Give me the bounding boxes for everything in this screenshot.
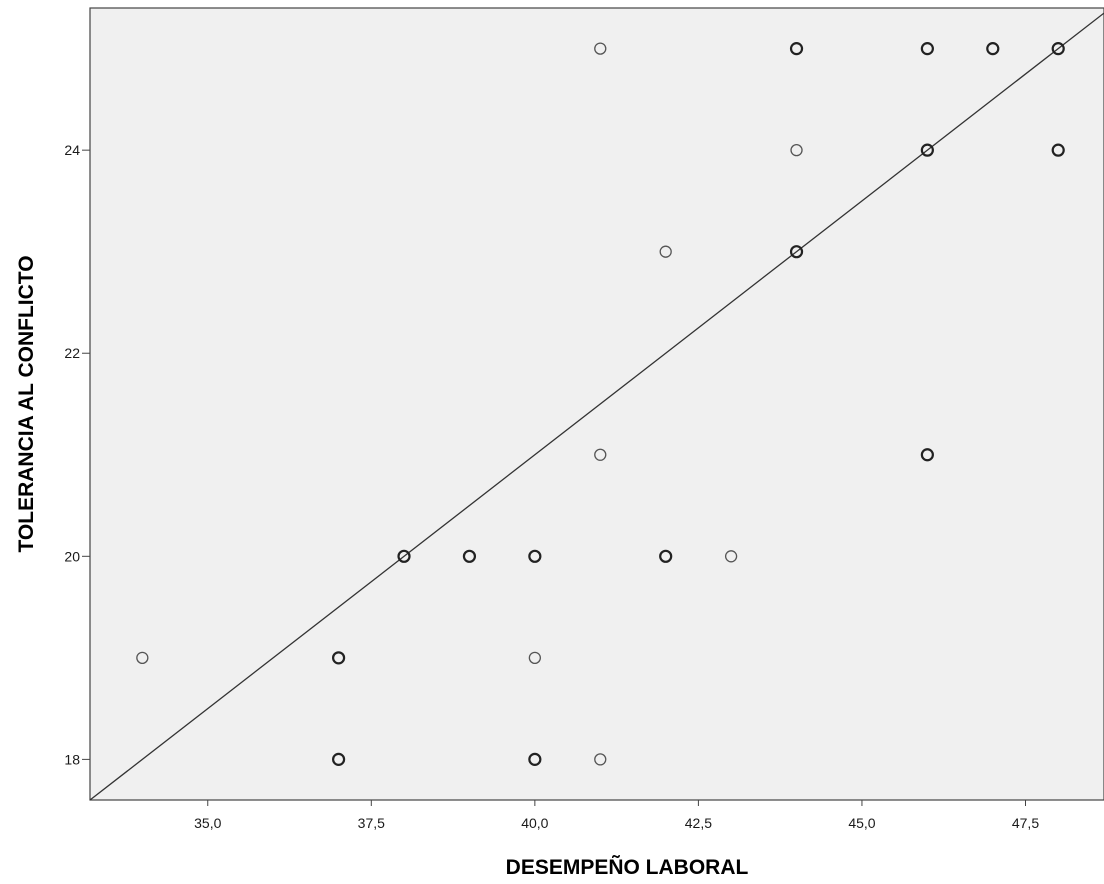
- data-point: [789, 245, 804, 259]
- data-point: [920, 42, 934, 56]
- data-point: [462, 549, 477, 563]
- plot-area: [89, 7, 1104, 801]
- x-tick-label: 37,5: [358, 815, 385, 831]
- data-point: [659, 549, 673, 563]
- y-tick-label: 24: [64, 142, 80, 158]
- x-tick-label: 42,5: [685, 815, 712, 831]
- data-point: [528, 651, 542, 664]
- data-point: [528, 752, 542, 766]
- data-point: [659, 245, 672, 258]
- data-point: [594, 42, 607, 55]
- y-axis-title: TOLERANCIA AL CONFLICTO: [15, 255, 38, 552]
- x-tick-label: 35,0: [194, 815, 221, 831]
- y-tick-label: 20: [64, 548, 80, 564]
- data-point: [136, 651, 149, 664]
- reference-line: [89, 12, 1104, 801]
- x-tick-label: 45,0: [848, 815, 875, 831]
- data-point: [331, 651, 346, 665]
- y-tick-label: 18: [64, 751, 80, 767]
- data-point: [1051, 143, 1065, 157]
- data-point: [331, 752, 346, 766]
- data-point: [986, 42, 1000, 56]
- data-point: [1051, 42, 1065, 56]
- data-point: [790, 144, 803, 157]
- data-point: [920, 448, 934, 462]
- data-point: [789, 42, 804, 56]
- x-tick-label: 40,0: [521, 815, 548, 831]
- data-point: [724, 550, 738, 563]
- data-point: [920, 143, 934, 157]
- data-point: [594, 753, 607, 766]
- data-point: [528, 549, 542, 563]
- x-axis-title: DESEMPEÑO LABORAL: [506, 856, 749, 879]
- x-tick-label: 47,5: [1012, 815, 1039, 831]
- data-point: [397, 549, 411, 563]
- data-point: [594, 448, 607, 461]
- y-tick-label: 22: [64, 345, 80, 361]
